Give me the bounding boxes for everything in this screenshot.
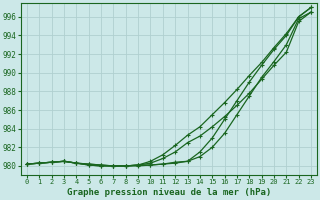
X-axis label: Graphe pression niveau de la mer (hPa): Graphe pression niveau de la mer (hPa): [67, 188, 271, 197]
